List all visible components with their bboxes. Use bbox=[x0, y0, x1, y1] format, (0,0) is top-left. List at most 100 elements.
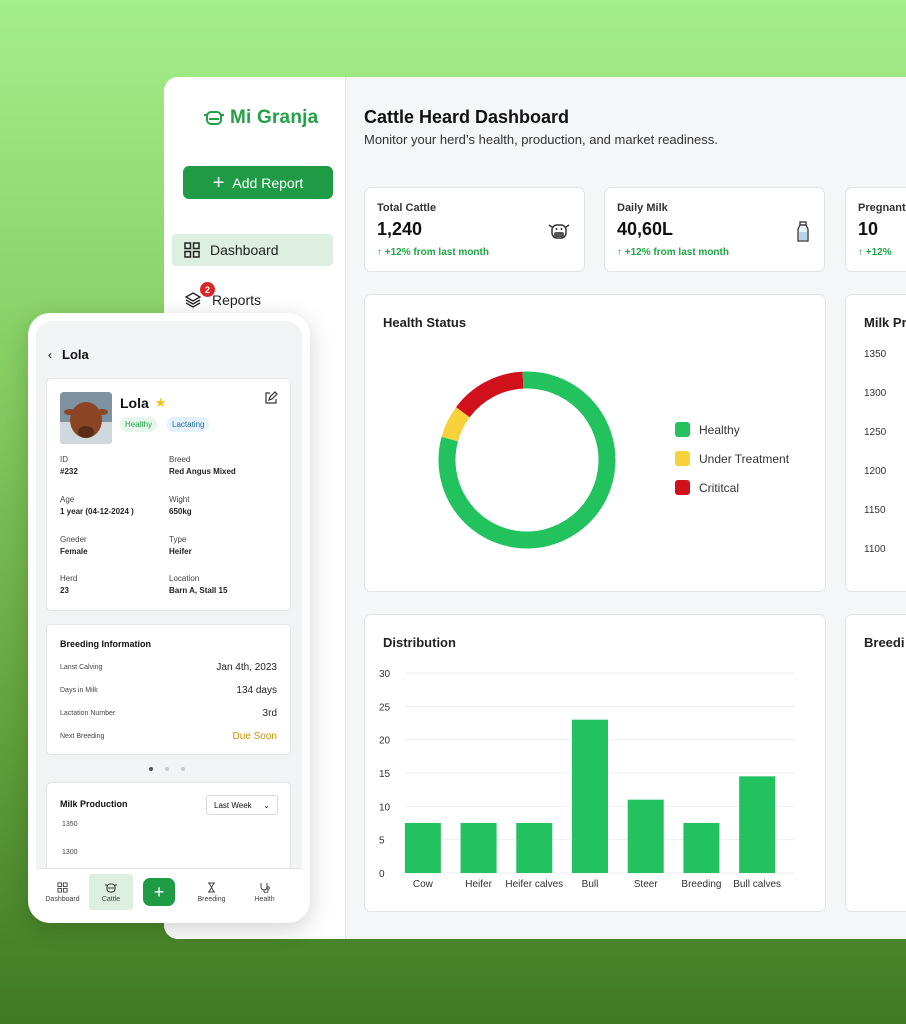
field-location: Location Barn A, Stall 15 bbox=[169, 574, 228, 595]
health-status-panel: Health Status Healthy Under Treatment Cr… bbox=[364, 294, 826, 592]
milk-production-panel: Milk Pr 1350 1300 1250 1200 1150 1100 bbox=[845, 294, 906, 592]
bar-bull-calves[interactable] bbox=[739, 776, 776, 873]
stat-trend: ↑ +12% from last month bbox=[617, 247, 729, 258]
app-logo[interactable]: Mi Granja bbox=[204, 107, 318, 129]
breeding-info-card: Breeding Information Lanst Calving Jan 4… bbox=[46, 624, 291, 755]
grid-icon bbox=[184, 242, 200, 258]
carousel-dots[interactable] bbox=[149, 767, 185, 771]
breeding-row: Lactation Number 3rd bbox=[60, 708, 277, 719]
x-tick-label: Heifer calves bbox=[505, 879, 563, 890]
y-tick-label: 0 bbox=[379, 869, 385, 880]
stat-card-daily-milk[interactable]: Daily Milk 40,60L ↑ +12% from last month bbox=[604, 187, 825, 272]
stethoscope-icon bbox=[260, 882, 270, 893]
field-herd: Herd 23 bbox=[60, 574, 78, 595]
y-tick-label: 15 bbox=[379, 769, 391, 780]
plus-icon: + bbox=[212, 171, 225, 194]
sidebar-item-label: Dashboard bbox=[210, 242, 279, 258]
health-legend: Healthy Under Treatment Crititcal bbox=[675, 422, 789, 509]
back-chevron-icon[interactable]: ‹ bbox=[48, 347, 52, 362]
y-tick-label: 30 bbox=[379, 669, 391, 680]
y-tick: 1100 bbox=[864, 544, 886, 555]
breeding-title: Breeding Information bbox=[60, 639, 152, 649]
field-age: Age 1 year (04-12-2024 ) bbox=[60, 495, 134, 516]
stat-trend: ↑ +12% from last month bbox=[377, 247, 489, 258]
mobile-screen: ‹ Lola Lola ★ Healthy Lactating bbox=[36, 321, 302, 915]
y-tick: 1250 bbox=[864, 427, 887, 438]
field-type: Type Heifer bbox=[169, 535, 192, 556]
star-icon: ★ bbox=[154, 395, 167, 410]
donut-slice-healthy[interactable] bbox=[438, 371, 616, 549]
x-tick-label: Cow bbox=[413, 879, 434, 890]
bar-breeding[interactable] bbox=[683, 823, 720, 873]
breeding-row: Next Breeding Due Soon bbox=[60, 731, 277, 742]
chevron-down-icon: ⌄ bbox=[263, 800, 270, 810]
stat-value: 1,240 bbox=[377, 219, 423, 239]
y-tick: 1350 bbox=[62, 821, 78, 828]
breeding-row: Days in Milk 134 days bbox=[60, 685, 277, 696]
legend-swatch bbox=[675, 422, 690, 437]
donut-slice-crititcal[interactable] bbox=[456, 371, 524, 418]
legend-swatch bbox=[675, 451, 690, 466]
add-button[interactable]: + bbox=[143, 878, 175, 906]
stat-value: 40,60L bbox=[617, 219, 674, 239]
donut-slice-under-treatment[interactable] bbox=[441, 407, 470, 442]
y-tick: 1300 bbox=[62, 849, 78, 856]
add-report-button[interactable]: + Add Report bbox=[183, 166, 333, 199]
stat-card-pregnant[interactable]: Pregnant 10 ↑ +12% bbox=[845, 187, 906, 272]
milk-title: Milk Production bbox=[60, 799, 128, 809]
stat-label: Total Cattle bbox=[377, 202, 437, 214]
x-tick-label: Steer bbox=[634, 879, 659, 890]
mobile-header: ‹ Lola bbox=[48, 347, 89, 362]
bar-heifer[interactable] bbox=[460, 823, 497, 873]
bar-cow[interactable] bbox=[404, 823, 441, 873]
main-content: Cattle Heard Dashboard Monitor your herd… bbox=[346, 77, 906, 939]
stat-trend: ↑ +12% bbox=[858, 247, 892, 258]
stat-label: Daily Milk bbox=[617, 202, 668, 214]
bottom-nav: Dashboard Cattle + Breeding bbox=[36, 868, 302, 915]
add-report-label: Add Report bbox=[232, 174, 304, 191]
panel-title: Milk Pr bbox=[864, 315, 906, 330]
nav-breeding[interactable]: Breeding bbox=[185, 874, 238, 910]
animal-name: Lola ★ bbox=[120, 395, 167, 411]
status-badge: Lactating bbox=[167, 417, 210, 432]
y-tick: 1200 bbox=[864, 466, 887, 477]
distribution-bar-chart: 30 25 20 15 10 5 0 Cow Heifer Heifer calves Bull St… bbox=[379, 669, 795, 890]
legend-label: Crititcal bbox=[699, 480, 740, 495]
app-name: Mi Granja bbox=[230, 107, 319, 128]
cow-icon bbox=[548, 224, 570, 239]
sidebar-item-label: Reports bbox=[212, 292, 262, 308]
grid-icon bbox=[57, 881, 68, 893]
edit-icon[interactable] bbox=[264, 391, 278, 405]
carousel-dot[interactable] bbox=[181, 767, 185, 771]
y-tick-label: 20 bbox=[379, 736, 391, 747]
health-donut-chart bbox=[438, 371, 616, 549]
x-tick-label: Bull bbox=[582, 879, 599, 890]
bar-heifer-calves[interactable] bbox=[516, 823, 553, 873]
breeding-panel: Breedi bbox=[845, 614, 906, 912]
stat-label: Pregnant bbox=[858, 202, 906, 214]
nav-cattle[interactable]: Cattle bbox=[89, 874, 133, 910]
y-tick: 1350 bbox=[864, 349, 887, 360]
legend-label: Healthy bbox=[699, 422, 740, 437]
mobile-title: Lola bbox=[62, 347, 89, 362]
carousel-dot[interactable] bbox=[165, 767, 169, 771]
stat-card-total-cattle[interactable]: Total Cattle 1,240 ↑ +12% from last mont… bbox=[364, 187, 585, 272]
nav-dashboard[interactable]: Dashboard bbox=[36, 874, 89, 910]
legend-item-healthy: Healthy bbox=[675, 422, 789, 437]
milk-bottle-icon bbox=[797, 221, 809, 242]
cow-photo-icon bbox=[60, 392, 112, 444]
field-weight: Wight 650kg bbox=[169, 495, 192, 516]
status-badge: Healthy bbox=[120, 417, 158, 432]
bar-steer[interactable] bbox=[627, 799, 664, 873]
bar-bull[interactable] bbox=[572, 719, 608, 873]
period-select[interactable]: Last Week ⌄ bbox=[206, 795, 278, 815]
animal-photo bbox=[60, 392, 112, 444]
carousel-dot[interactable] bbox=[149, 767, 153, 771]
animal-profile-card: Lola ★ Healthy Lactating ID #232 Breed R… bbox=[46, 378, 291, 611]
sidebar-item-reports[interactable]: 2 Reports bbox=[172, 282, 333, 316]
legend-item-under-treatment: Under Treatment bbox=[675, 451, 789, 466]
nav-health[interactable]: Health bbox=[238, 874, 291, 910]
sidebar-item-dashboard[interactable]: Dashboard bbox=[172, 234, 333, 266]
y-tick: 1300 bbox=[864, 388, 887, 399]
page-subtitle: Monitor your herd’s health, production, … bbox=[364, 132, 718, 147]
